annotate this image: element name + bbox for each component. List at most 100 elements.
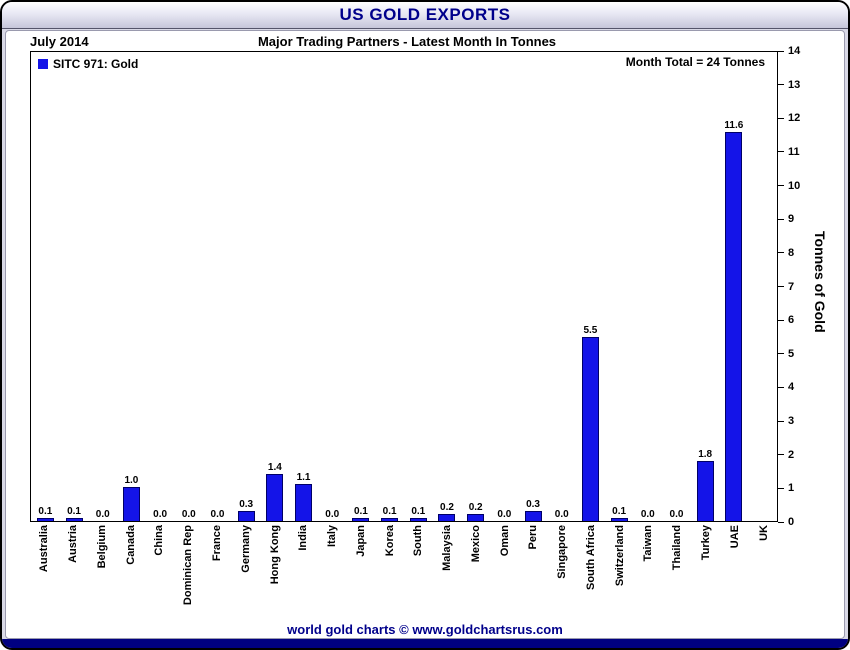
x-tick-cell: Taiwan	[634, 525, 663, 627]
bar-malaysia	[438, 514, 456, 521]
y-tick-mark	[778, 185, 784, 187]
x-tick-label: Switzerland	[613, 525, 626, 587]
y-tick-mark	[778, 319, 784, 321]
bar-south	[409, 518, 427, 521]
y-tick-mark	[778, 117, 784, 119]
bar-value-label: 0.1	[382, 506, 397, 517]
bar-column: 0.0	[88, 52, 117, 521]
bar-value-label: 0.2	[440, 502, 454, 513]
y-axis-title: Tonnes of Gold	[812, 231, 828, 333]
y-tick-label: 9	[788, 213, 795, 226]
y-tick-label: 12	[788, 112, 801, 125]
bar-value-label: 0.1	[411, 506, 426, 517]
bar-column: 0.0	[174, 52, 203, 521]
bar-column: 0.1	[375, 52, 404, 521]
bar-value-label: 1.4	[267, 462, 282, 473]
month-total-annotation: Month Total = 24 Tonnes	[625, 55, 765, 69]
legend-label: SITC 971: Gold	[53, 57, 139, 71]
x-tick-label: South	[412, 525, 425, 557]
x-tick-label: Mexico	[469, 525, 482, 563]
y-tick-mark	[778, 218, 784, 220]
x-tick-label: France	[210, 525, 223, 562]
x-tick-cell: Japan	[346, 525, 375, 627]
bar-column: 0.0	[146, 52, 175, 521]
bar-value-label: 11.6	[724, 120, 744, 131]
x-tick-label: Taiwan	[642, 525, 655, 562]
x-tick-cell: Dominican Rep	[174, 525, 203, 627]
bar-value-label: 0.0	[497, 509, 512, 520]
x-tick-cell: Turkey	[692, 525, 721, 627]
y-tick-label: 13	[788, 78, 801, 91]
bar-column: 1.1	[289, 52, 318, 521]
bar-column: 0.1	[60, 52, 89, 521]
x-tick-label: Thailand	[671, 525, 684, 571]
y-tick-label: 7	[788, 280, 795, 293]
y-tick-label: 0	[788, 516, 795, 528]
x-tick-cell: Korea	[375, 525, 404, 627]
bar-column: 1.0	[117, 52, 146, 521]
bar-austria	[65, 518, 83, 521]
bar-south-africa	[581, 337, 599, 521]
bar-value-label: 0.0	[325, 509, 340, 520]
x-tick-cell: Singapore	[548, 525, 577, 627]
x-tick-label: Japan	[354, 525, 367, 557]
bar-peru	[524, 511, 542, 521]
period-label: July 2014	[30, 34, 89, 49]
bar-column: 0.3	[232, 52, 261, 521]
x-tick-cell: UAE	[720, 525, 749, 627]
x-tick-cell: Thailand	[663, 525, 692, 627]
y-tick-label: 5	[788, 347, 795, 360]
legend: SITC 971: Gold	[38, 57, 138, 71]
x-tick-cell: Oman	[490, 525, 519, 627]
x-tick-label: Italy	[326, 525, 339, 548]
x-tick-cell: Germany	[231, 525, 260, 627]
bar-value-label: 0.0	[554, 509, 569, 520]
bar-value-label: 0.1	[38, 506, 53, 517]
bar-value-label: 0.1	[67, 506, 81, 517]
bar-value-label: 0.0	[95, 509, 110, 520]
bar-column: 0.2	[461, 52, 490, 521]
x-tick-cell: Malaysia	[433, 525, 462, 627]
bar-column: 11.6	[720, 52, 749, 521]
x-tick-cell: Switzerland	[605, 525, 634, 627]
y-axis: 0 1 2 3 4 5 6 7 8 9 10 11 12 13 14	[778, 45, 820, 528]
bar-column: 1.8	[691, 52, 720, 521]
bar-column: 0.0	[547, 52, 576, 521]
x-tick-label: Dominican Rep	[182, 525, 195, 606]
y-tick-mark	[778, 420, 784, 422]
bar-value-label: 0.3	[239, 499, 254, 510]
x-tick-label: Belgium	[95, 525, 108, 569]
bar-column: 1.4	[261, 52, 290, 521]
x-tick-cell: India	[289, 525, 318, 627]
x-tick-cell: South	[404, 525, 433, 627]
x-tick-cell: Peru	[519, 525, 548, 627]
bar-japan	[352, 518, 370, 521]
x-tick-label: Malaysia	[441, 525, 454, 571]
bar-column: 0.0	[318, 52, 347, 521]
bar-canada	[122, 487, 140, 521]
y-tick-mark	[778, 386, 784, 388]
x-tick-label: Singapore	[556, 525, 569, 579]
bar-korea	[381, 518, 399, 521]
y-tick-mark	[778, 454, 784, 456]
y-tick-mark	[778, 252, 784, 254]
bar-switzerland	[610, 518, 628, 521]
bar-germany	[237, 511, 255, 521]
bar-hong-kong	[266, 474, 284, 521]
bars-row: 0.1 0.1 0.0 1.0 0.0 0.0 0.0 0.3 1.4 1.1 0.0 0.1 0.1 0…	[31, 52, 777, 521]
bar-value-label: 1.0	[124, 475, 139, 486]
bar-column: 0.0	[490, 52, 519, 521]
x-tick-label: Canada	[124, 525, 137, 565]
x-tick-label: Germany	[239, 525, 252, 573]
bar-column: 0.0	[203, 52, 232, 521]
plot-area: 0.1 0.1 0.0 1.0 0.0 0.0 0.0 0.3 1.4 1.1 0.0 0.1 0.1 0…	[30, 51, 778, 522]
y-tick-label: 14	[788, 45, 801, 57]
y-tick-mark	[778, 151, 784, 153]
x-tick-cell: Italy	[318, 525, 347, 627]
x-tick-cell: China	[145, 525, 174, 627]
bar-value-label: 0.0	[669, 509, 684, 520]
bottom-strip	[2, 639, 848, 648]
bar-value-label: 0.0	[153, 509, 168, 520]
bar-column: 0.3	[519, 52, 548, 521]
